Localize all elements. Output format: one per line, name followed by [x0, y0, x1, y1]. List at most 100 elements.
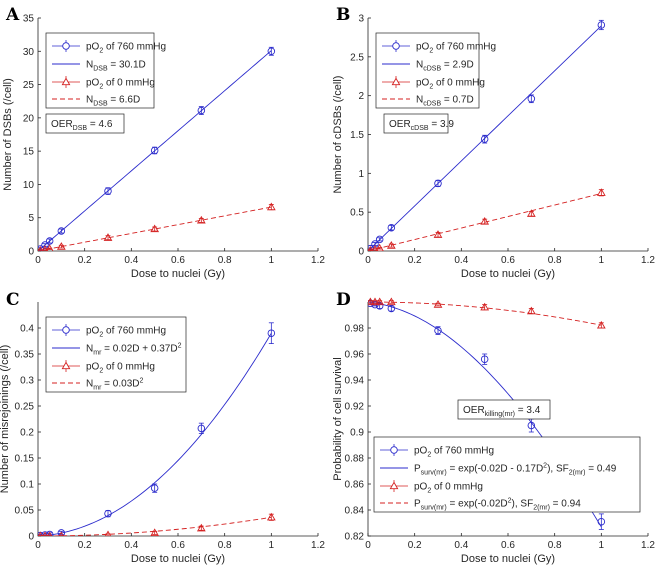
y-tick-label: 25	[23, 80, 35, 91]
data-point-anoxic	[38, 531, 43, 536]
data-point-anoxic	[375, 243, 384, 251]
legend-label: Nmr = 0.03D2	[86, 378, 144, 392]
data-point-anoxic	[433, 300, 443, 308]
data-point-anoxic	[596, 188, 606, 196]
legend-label: NDSB = 6.6D	[86, 95, 140, 108]
x-tick-label: 0.2	[78, 540, 92, 551]
panel-letter-a: A	[5, 5, 20, 25]
data-point-oxic	[480, 355, 489, 363]
panel-letter-c: C	[6, 290, 20, 310]
x-tick-label: 1.2	[311, 255, 325, 266]
legend-marker-triangle	[61, 77, 71, 86]
x-axis-label: Dose to nuclei (Gy)	[461, 553, 555, 565]
y-tick-label: 0	[358, 247, 364, 258]
data-point-anoxic	[56, 242, 66, 250]
y-tick-label: 0.92	[345, 402, 365, 413]
y-axis-label: Probability of cell survival	[332, 357, 344, 481]
panel-letter-b: B	[336, 5, 350, 25]
legend-label: pO2 of 760 mmHg	[86, 326, 166, 339]
data-point-oxic	[197, 424, 206, 433]
data-point-anoxic	[104, 530, 112, 536]
data-point-anoxic	[196, 215, 206, 224]
y-tick-label: 0.96	[345, 350, 365, 361]
x-tick-label: 0.6	[501, 540, 515, 551]
y-tick-label: 2	[358, 91, 364, 102]
y-tick-label: 30	[23, 47, 35, 58]
chart-panel-a: 0 0.2 0.4 0.6 0.8 1 1.2 0 5 10 15 20 25 30 35 Dose to n…	[2, 14, 325, 281]
legend-label: pO2 of 0 mmHg	[414, 482, 483, 495]
legend-label: pO2 of 0 mmHg	[86, 78, 155, 91]
y-tick-label: 0.35	[15, 350, 35, 361]
legend: pO2 of 760 mmHg NcDSB = 2.9D pO2 of 0 mmHg…	[375, 32, 496, 109]
x-tick-label: 0.6	[171, 255, 185, 266]
data-point-anoxic	[58, 531, 64, 536]
data-point-anoxic	[526, 306, 536, 315]
data-point-oxic	[480, 135, 489, 143]
x-tick-label: 1	[269, 255, 275, 266]
legend-marker-triangle	[389, 481, 399, 490]
plot-area	[368, 19, 606, 251]
data-point-anoxic	[196, 523, 206, 532]
y-tick-label: 0.84	[345, 506, 365, 517]
data-point-oxic	[597, 21, 606, 29]
y-axis-label: Number of misrejoinings (/cell)	[0, 345, 11, 494]
data-point-oxic	[387, 223, 396, 232]
data-point-oxic	[434, 179, 442, 188]
data-point-oxic	[597, 517, 606, 526]
x-tick-label: 0.2	[408, 255, 422, 266]
data-point-anoxic	[103, 233, 113, 241]
data-point-oxic	[150, 484, 159, 492]
data-point-oxic	[104, 187, 112, 195]
plot-area	[38, 322, 276, 536]
x-tick-label: 0.4	[124, 540, 138, 551]
y-tick-label: 20	[23, 113, 35, 124]
x-tick-label: 1.2	[641, 540, 655, 551]
legend: pO2 of 760 mmHg Psurv(mr) = exp(-0.02D - …	[373, 436, 641, 513]
fit-line-oxic	[38, 332, 272, 536]
data-point-anoxic	[596, 320, 606, 329]
y-tick-label: 10	[23, 180, 35, 191]
y-tick-label: 1.5	[350, 130, 364, 141]
legend-label: pO2 of 760 mmHg	[416, 42, 496, 55]
y-tick-label: 0	[28, 532, 34, 543]
legend-label: NDSB = 30.1D	[86, 60, 146, 73]
x-tick-label: 0.6	[501, 255, 515, 266]
legend-marker-circle	[62, 42, 70, 50]
x-tick-label: 0.8	[218, 540, 232, 551]
legend-marker-triangle	[391, 77, 401, 86]
data-point-anoxic	[38, 246, 44, 251]
data-point-oxic	[267, 329, 276, 337]
legend-marker-triangle	[61, 361, 71, 370]
y-tick-label: 2.5	[350, 52, 364, 63]
y-tick-label: 0.88	[345, 454, 365, 465]
x-tick-label: 1	[269, 540, 275, 551]
x-tick-label: 0.8	[218, 255, 232, 266]
y-tick-label: 0.15	[15, 454, 35, 465]
y-axis-label: Number of DSBs (/cell)	[2, 78, 14, 190]
data-point-oxic	[371, 240, 379, 248]
data-point-anoxic	[45, 244, 54, 251]
x-tick-label: 1	[599, 255, 605, 266]
data-point-anoxic	[375, 297, 385, 306]
data-point-anoxic	[433, 230, 443, 238]
x-tick-label: 0.2	[78, 255, 92, 266]
data-point-oxic	[267, 47, 276, 56]
legend-label: Psurv(mr) = exp(-0.02D2), SF2(mr) = 0.94	[414, 498, 581, 512]
legend-label: pO2 of 760 mmHg	[86, 42, 166, 55]
legend-label: pO2 of 0 mmHg	[86, 362, 155, 375]
x-tick-label: 0.8	[548, 540, 562, 551]
panel-letter-d: D	[336, 290, 351, 310]
x-tick-label: 1	[599, 540, 605, 551]
chart-panel-b: 0 0.2 0.4 0.6 0.8 1 1.2 0 0.5 1 1.5 2 2.5 3 Dose to nu…	[332, 14, 655, 281]
data-point-oxic	[150, 146, 159, 155]
data-point-oxic	[527, 421, 536, 430]
x-axis-label: Dose to nuclei (Gy)	[461, 268, 555, 280]
data-point-anoxic	[47, 531, 53, 536]
x-tick-label: 1.2	[311, 540, 325, 551]
x-tick-label: 0	[365, 255, 371, 266]
y-tick-label: 5	[28, 213, 34, 224]
x-axis-label: Dose to nuclei (Gy)	[131, 268, 225, 280]
x-tick-label: 1.2	[641, 255, 655, 266]
oer-box	[383, 113, 449, 134]
data-point-anoxic	[386, 297, 396, 306]
